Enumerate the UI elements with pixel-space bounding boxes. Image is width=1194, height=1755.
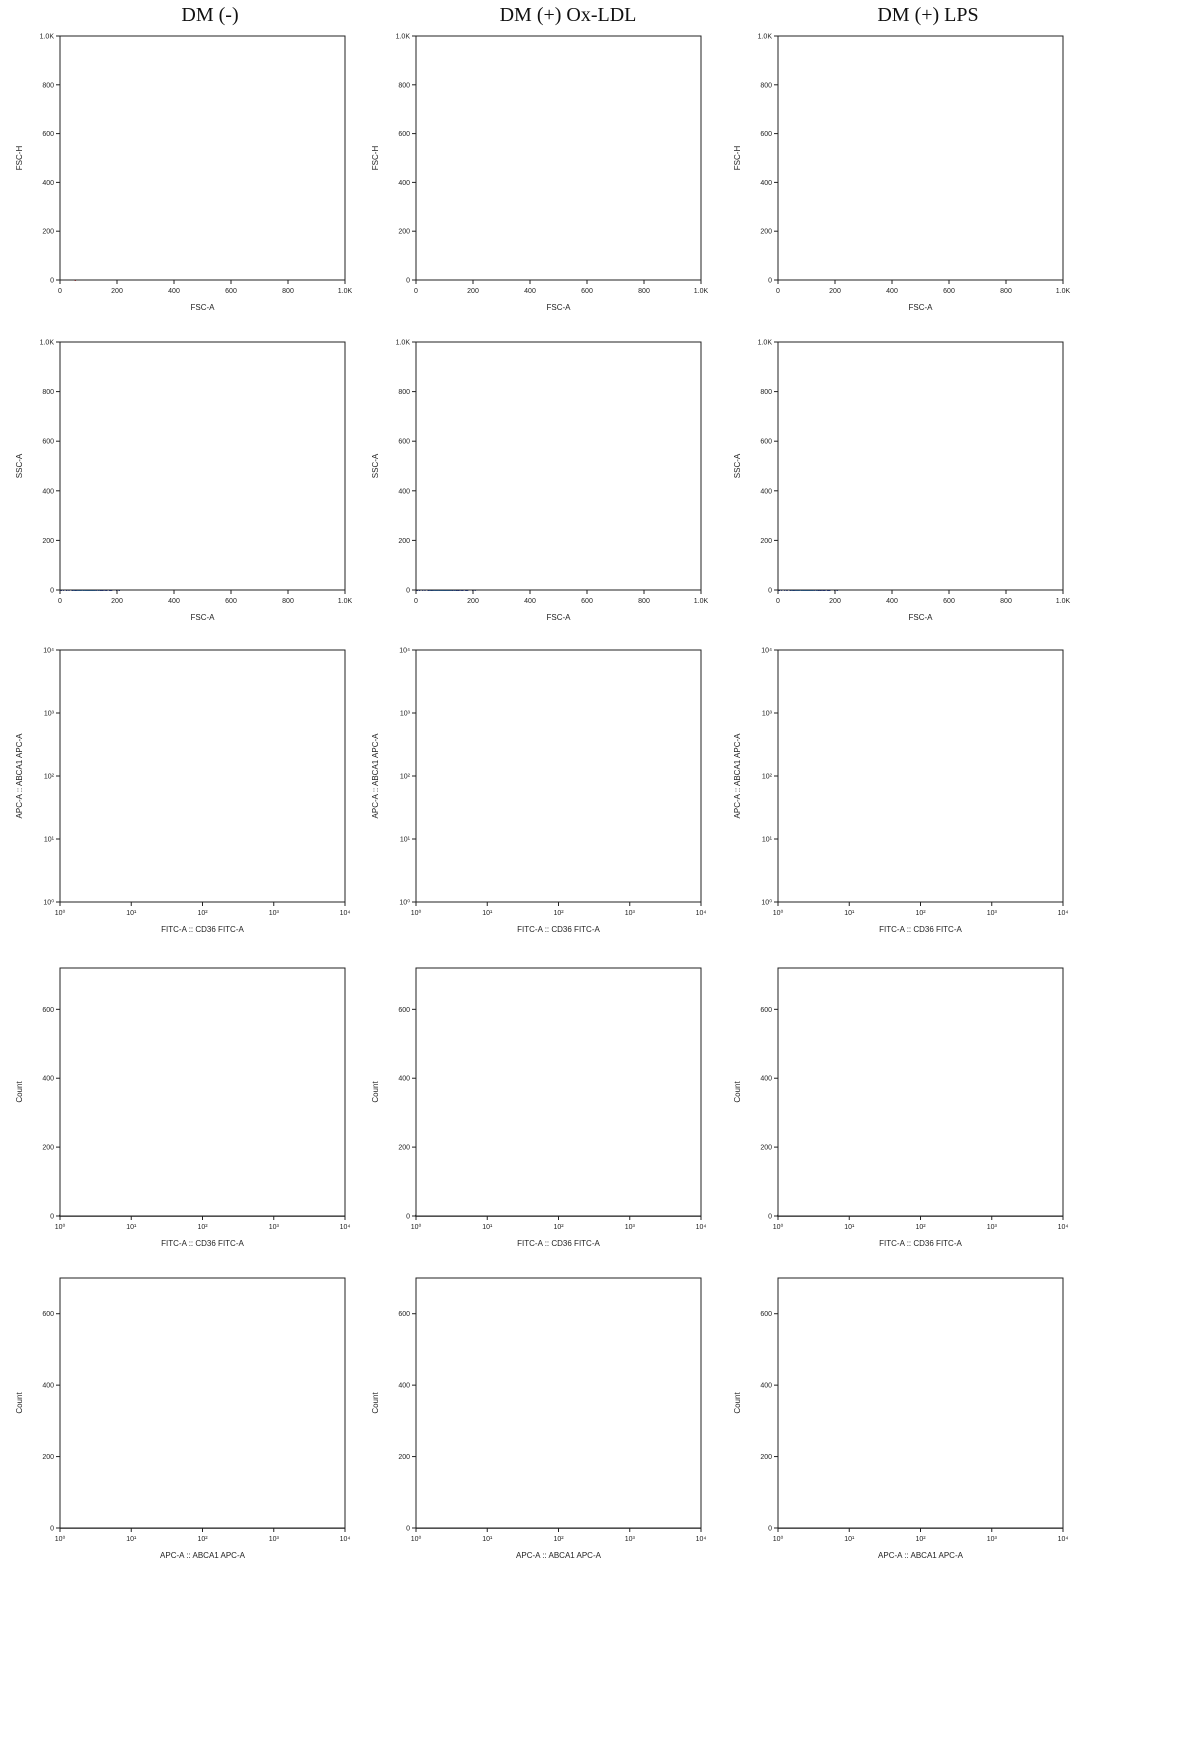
x-tick-label: 600: [225, 288, 237, 295]
x-tick-label: 200: [111, 288, 123, 295]
y-tick-label: 1.0K: [40, 34, 55, 41]
column-title-1: DM (-): [30, 4, 390, 27]
y-tick-label: 200: [42, 229, 54, 236]
x-tick-label: 0: [58, 288, 62, 295]
plot-frame: [59, 35, 346, 281]
y-tick-label: 800: [42, 82, 54, 89]
chart-svg: 0 200 400 600 800 1.0K 0 200 400 600 800 1.0K FSC-A F…: [15, 34, 353, 313]
column-title-2: DM (+) Ox-LDL: [388, 4, 748, 27]
y-tick-label: 0: [50, 278, 54, 285]
y-tick-label: 600: [42, 131, 54, 138]
x-tick-label: 400: [168, 288, 180, 295]
y-tick-label: 400: [42, 180, 54, 187]
panel-fsc-1: 0 200 400 600 800 1.0K 0 200 400 600 800 1.0K FSC-A F…: [15, 34, 353, 313]
y-axis-label: FSC-H: [15, 146, 24, 171]
chart-svg: 0 200 400 600 800 1.0K02004006008001.0KFSC-AF…: [371, 34, 709, 313]
column-title-3: DM (+) LPS: [748, 4, 1108, 27]
x-tick-label: 1.0K: [338, 288, 353, 295]
x-tick-label: 800: [282, 288, 294, 295]
x-axis-label: FSC-A: [191, 303, 216, 312]
panel-fsc-2: 0 200 400 600 800 1.0K 0 200 400 600 800 1.0K FSC-A F…: [371, 34, 709, 313]
